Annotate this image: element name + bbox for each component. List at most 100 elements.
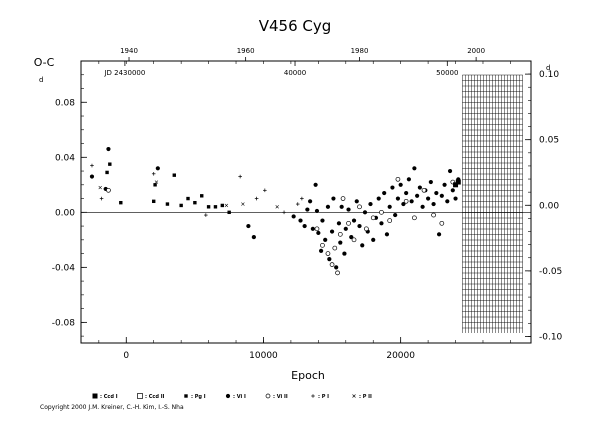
data-point xyxy=(409,199,414,204)
data-point xyxy=(453,182,459,188)
jd-tick-label: 50000 xyxy=(436,69,458,77)
data-point xyxy=(395,176,401,182)
data-point xyxy=(204,213,208,217)
jd-tick-label: JD 2430000 xyxy=(103,69,145,77)
cross-b xyxy=(241,202,245,206)
data-point xyxy=(428,179,433,185)
data-point xyxy=(382,190,387,196)
data-point xyxy=(106,146,111,152)
data-point xyxy=(412,166,417,171)
data-point xyxy=(436,232,442,237)
data-point xyxy=(314,208,320,214)
legend: : Ccd I: Ccd II: Pg I: Vi I: Vi II: P I:… xyxy=(92,393,372,400)
series-filled-square xyxy=(453,179,461,188)
data-point xyxy=(439,193,444,198)
plot-frame xyxy=(80,60,532,344)
data-point xyxy=(338,240,343,245)
year-tick-label: 2000 xyxy=(467,47,485,55)
data-point xyxy=(227,210,231,215)
data-point xyxy=(316,230,321,236)
data-point xyxy=(108,162,112,166)
data-point xyxy=(417,185,422,190)
data-point xyxy=(379,221,384,226)
data-point xyxy=(105,170,109,175)
series-filled-circle xyxy=(89,146,461,270)
y-tick-label: -0.04 xyxy=(52,263,76,273)
data-points xyxy=(89,146,461,276)
data-point xyxy=(354,199,359,204)
data-point xyxy=(172,173,176,177)
year-tick-label: 1940 xyxy=(120,47,138,55)
y2-tick-label: 0.00 xyxy=(539,201,559,211)
data-point xyxy=(193,200,197,205)
legend-symbol xyxy=(352,394,356,398)
y2-tick-label: 0.05 xyxy=(539,136,559,146)
data-point xyxy=(404,190,409,196)
data-point xyxy=(401,201,406,207)
cross-b xyxy=(224,203,229,208)
data-point xyxy=(238,174,242,179)
data-point xyxy=(455,179,461,185)
data-point xyxy=(220,203,225,208)
data-point xyxy=(362,210,368,215)
data-point xyxy=(393,212,398,218)
data-point xyxy=(453,196,458,201)
data-point xyxy=(246,223,251,229)
x-tick-label: 0 xyxy=(123,351,129,361)
data-point xyxy=(154,180,159,184)
data-point xyxy=(360,243,365,248)
data-point xyxy=(119,200,123,205)
data-point xyxy=(351,218,357,223)
data-point xyxy=(431,201,436,207)
data-point xyxy=(106,187,111,193)
data-point xyxy=(320,242,325,248)
y2-tick-label: -0.05 xyxy=(539,267,562,277)
data-point xyxy=(224,203,229,208)
chart-title: V456 Cyg xyxy=(259,17,332,35)
data-point xyxy=(90,163,94,168)
data-point xyxy=(442,182,447,187)
data-point xyxy=(445,199,450,204)
data-point xyxy=(434,190,439,196)
data-point xyxy=(153,183,157,187)
legend-symbol xyxy=(137,393,143,399)
data-point xyxy=(179,203,183,208)
data-point xyxy=(387,204,392,209)
legend-label: : Vi I xyxy=(233,394,246,400)
data-point xyxy=(300,196,304,201)
data-point xyxy=(331,196,336,201)
year-tick-label: 1960 xyxy=(237,47,255,55)
y2-axis-day-superscript: d xyxy=(546,64,550,72)
data-point xyxy=(99,196,104,201)
data-point xyxy=(263,188,267,193)
x-tick-label: 20000 xyxy=(386,351,415,361)
legend-symbol xyxy=(225,393,231,399)
series-plus xyxy=(90,163,304,217)
y-tick-label: 0.00 xyxy=(55,208,75,218)
legend-symbol xyxy=(92,393,98,399)
data-point xyxy=(357,204,362,210)
data-point xyxy=(327,256,332,262)
legend-symbol xyxy=(265,393,271,399)
legend-label: : Vi II xyxy=(273,394,288,400)
data-point xyxy=(343,226,348,231)
data-point xyxy=(251,234,256,240)
data-point xyxy=(439,220,445,226)
x-axis: 0 10000 20000 xyxy=(98,61,511,361)
data-point xyxy=(291,214,296,219)
year-tick-label: 1980 xyxy=(351,47,369,55)
y-tick-label: -0.08 xyxy=(52,318,76,328)
data-point xyxy=(329,262,335,267)
data-point xyxy=(384,232,390,237)
legend-label: : Ccd II xyxy=(145,394,165,400)
legend-label: : Pg I xyxy=(191,394,206,400)
data-point xyxy=(346,207,351,212)
data-point xyxy=(406,177,411,182)
data-point xyxy=(329,229,335,234)
data-point xyxy=(282,210,286,215)
data-point xyxy=(302,223,307,229)
data-point xyxy=(323,237,328,242)
legend-label: : P II xyxy=(359,394,372,400)
data-point xyxy=(376,196,381,201)
